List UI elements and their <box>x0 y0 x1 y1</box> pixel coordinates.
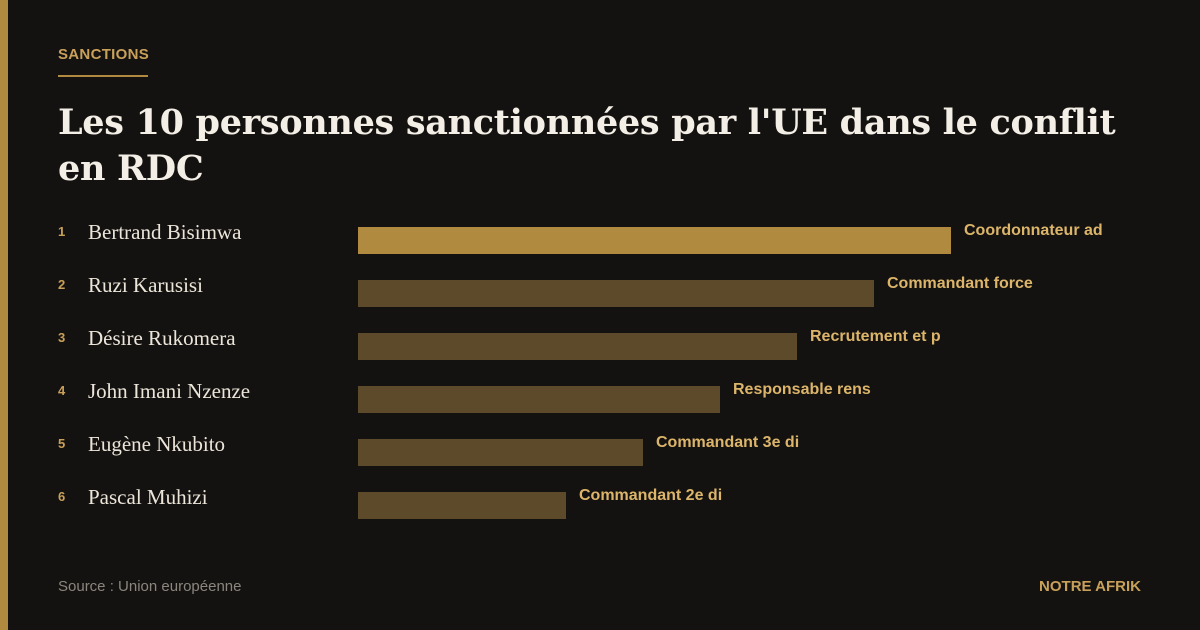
rank: 5 <box>58 436 66 451</box>
bar <box>358 280 874 307</box>
role-label: Coordonnateur ad <box>964 222 1103 239</box>
source: Source : Union européenne <box>58 578 242 595</box>
kicker: SANCTIONS <box>58 46 150 63</box>
brand: NOTRE AFRIK <box>1039 578 1141 595</box>
rank: 2 <box>58 277 66 292</box>
bar <box>358 439 643 466</box>
person-name: Pascal Muhizi <box>88 485 208 509</box>
accent-stripe <box>0 0 8 630</box>
role-label: Responsable rens <box>733 381 871 398</box>
rank: 6 <box>58 489 66 504</box>
role-label: Commandant 2e di <box>579 487 723 504</box>
rank: 3 <box>58 330 66 345</box>
bar <box>358 333 797 360</box>
role-label: Commandant force <box>887 275 1033 292</box>
kicker-underline <box>58 75 148 77</box>
rank: 4 <box>58 383 66 398</box>
person-name: Bertrand Bisimwa <box>88 220 242 244</box>
role-label: Recrutement et p <box>810 328 941 345</box>
person-name: Désire Rukomera <box>88 326 236 350</box>
bar <box>358 227 951 254</box>
person-name: Ruzi Karusisi <box>88 273 203 297</box>
title: Les 10 personnes sanctionnées par l'UE d… <box>58 102 1116 189</box>
bar <box>358 386 720 413</box>
role-label: Commandant 3e di <box>656 434 800 451</box>
person-name: John Imani Nzenze <box>88 379 251 403</box>
rank: 1 <box>58 224 66 239</box>
person-name: Eugène Nkubito <box>88 432 226 456</box>
bar <box>358 492 566 519</box>
